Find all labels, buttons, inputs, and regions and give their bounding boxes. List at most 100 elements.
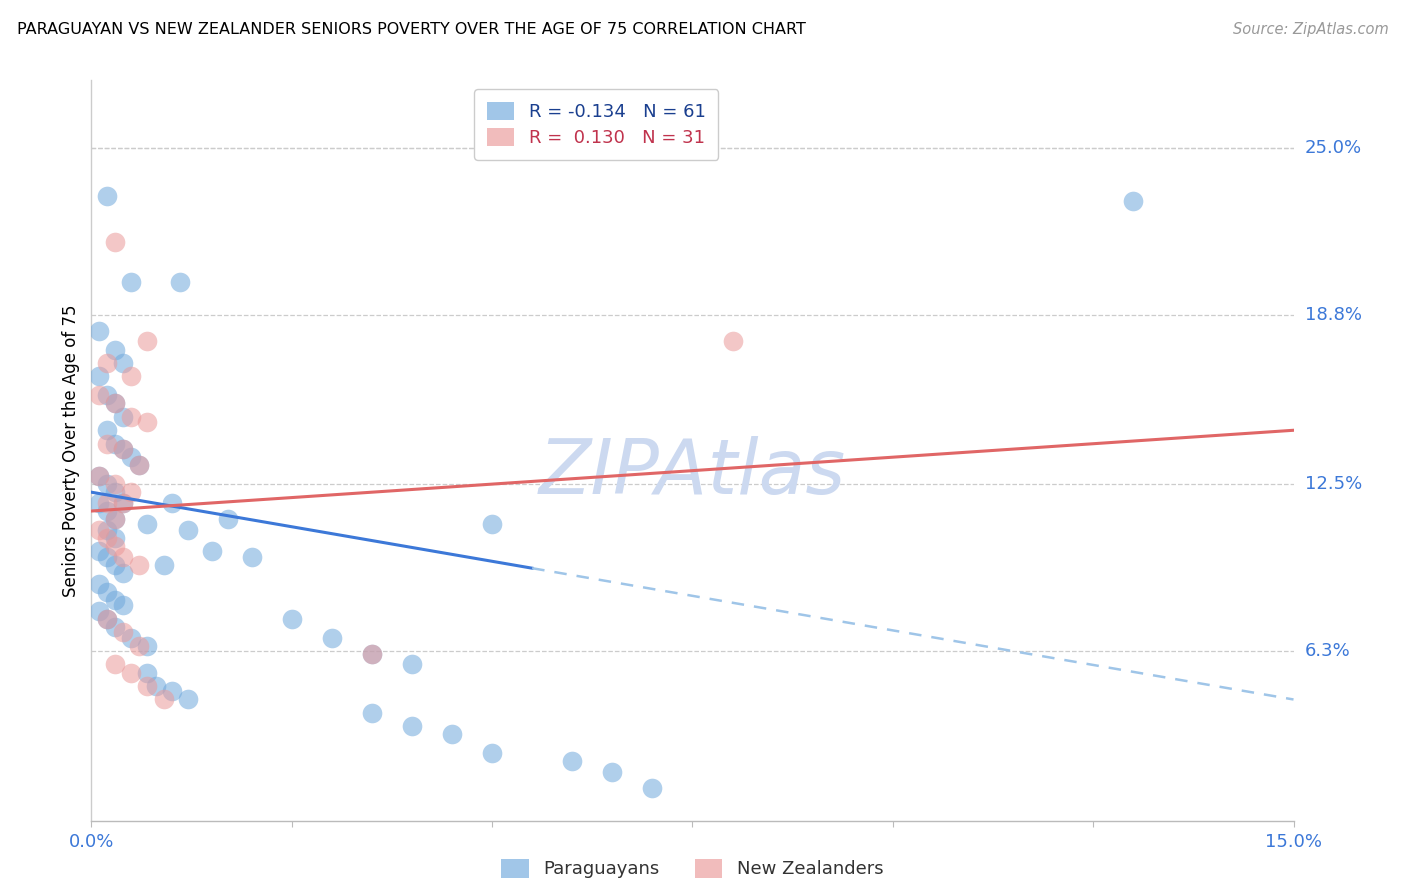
Point xyxy=(89,576,111,591)
Point xyxy=(96,436,118,450)
Point xyxy=(104,436,127,450)
Point xyxy=(360,706,382,720)
Point xyxy=(481,747,503,761)
Point xyxy=(721,334,744,349)
Point xyxy=(104,235,127,249)
Point xyxy=(136,415,159,429)
Point xyxy=(104,593,127,607)
Text: PARAGUAYAN VS NEW ZEALANDER SENIORS POVERTY OVER THE AGE OF 75 CORRELATION CHART: PARAGUAYAN VS NEW ZEALANDER SENIORS POVE… xyxy=(17,22,806,37)
Point xyxy=(112,356,135,370)
Point xyxy=(89,469,111,483)
Point xyxy=(96,584,118,599)
Text: Source: ZipAtlas.com: Source: ZipAtlas.com xyxy=(1233,22,1389,37)
Point xyxy=(281,612,304,626)
Point xyxy=(104,558,127,572)
Point xyxy=(440,727,463,741)
Point xyxy=(112,566,135,580)
Point xyxy=(136,679,159,693)
Y-axis label: Seniors Poverty Over the Age of 75: Seniors Poverty Over the Age of 75 xyxy=(62,304,80,597)
Text: ZIPAtlas: ZIPAtlas xyxy=(538,435,846,509)
Point xyxy=(96,612,118,626)
Point xyxy=(176,523,198,537)
Point xyxy=(217,512,239,526)
Point xyxy=(128,558,150,572)
Point xyxy=(96,477,118,491)
Point xyxy=(96,189,118,203)
Point xyxy=(104,620,127,634)
Point xyxy=(112,625,135,640)
Point xyxy=(641,781,664,796)
Point xyxy=(112,442,135,456)
Point xyxy=(89,604,111,618)
Point xyxy=(89,388,111,402)
Point xyxy=(96,496,118,510)
Point xyxy=(112,599,135,613)
Text: 6.3%: 6.3% xyxy=(1305,642,1350,660)
Point xyxy=(104,485,127,500)
Point xyxy=(104,539,127,553)
Point xyxy=(89,324,111,338)
Point xyxy=(401,719,423,733)
Point xyxy=(481,517,503,532)
Point xyxy=(96,388,118,402)
Point xyxy=(1122,194,1144,209)
Point xyxy=(136,639,159,653)
Point xyxy=(121,275,143,289)
Point xyxy=(104,657,127,672)
Point xyxy=(121,369,143,384)
Point xyxy=(112,442,135,456)
Point xyxy=(160,496,183,510)
Point xyxy=(104,531,127,545)
Point xyxy=(128,458,150,473)
Point xyxy=(121,631,143,645)
Point xyxy=(128,639,150,653)
Point xyxy=(89,496,111,510)
Point xyxy=(136,517,159,532)
Point xyxy=(104,396,127,410)
Point xyxy=(321,631,343,645)
Point xyxy=(121,450,143,465)
Point xyxy=(360,647,382,661)
Point xyxy=(96,504,118,518)
Point xyxy=(401,657,423,672)
Point xyxy=(96,549,118,564)
Point xyxy=(112,496,135,510)
Point xyxy=(128,458,150,473)
Legend: Paraguayans, New Zealanders: Paraguayans, New Zealanders xyxy=(495,852,890,886)
Point xyxy=(201,544,224,558)
Point xyxy=(96,612,118,626)
Point xyxy=(112,549,135,564)
Point xyxy=(104,396,127,410)
Point xyxy=(96,523,118,537)
Point xyxy=(89,523,111,537)
Point xyxy=(169,275,191,289)
Text: 12.5%: 12.5% xyxy=(1305,475,1362,493)
Point xyxy=(176,692,198,706)
Point xyxy=(104,477,127,491)
Point xyxy=(602,765,624,780)
Point xyxy=(136,665,159,680)
Point xyxy=(240,549,263,564)
Point xyxy=(96,356,118,370)
Point xyxy=(145,679,167,693)
Point xyxy=(152,558,174,572)
Point xyxy=(104,343,127,357)
Point xyxy=(136,334,159,349)
Text: 25.0%: 25.0% xyxy=(1305,138,1362,157)
Point xyxy=(96,531,118,545)
Point xyxy=(152,692,174,706)
Text: 18.8%: 18.8% xyxy=(1305,305,1361,324)
Point xyxy=(121,665,143,680)
Point xyxy=(360,647,382,661)
Point xyxy=(104,512,127,526)
Point xyxy=(121,409,143,424)
Point xyxy=(89,544,111,558)
Point xyxy=(561,755,583,769)
Point xyxy=(112,409,135,424)
Point xyxy=(160,684,183,698)
Point xyxy=(121,485,143,500)
Point xyxy=(89,469,111,483)
Point xyxy=(96,423,118,437)
Point xyxy=(112,496,135,510)
Point xyxy=(89,369,111,384)
